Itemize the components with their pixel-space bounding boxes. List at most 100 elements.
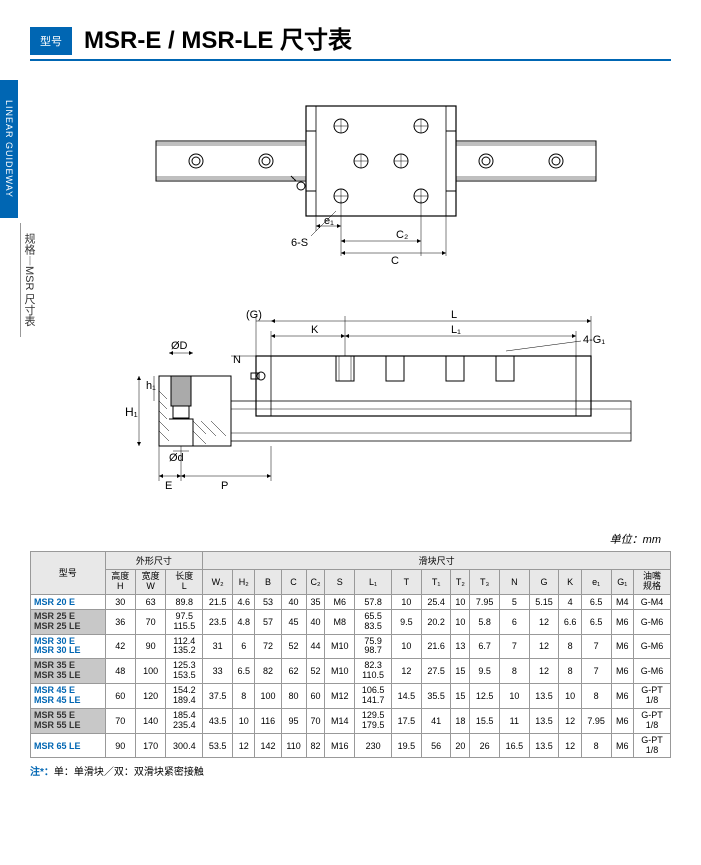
data-cell: 17.5 xyxy=(392,708,422,733)
model-cell: MSR 65 LE xyxy=(31,733,106,758)
data-cell: 11 xyxy=(499,708,529,733)
data-cell: 45 xyxy=(281,609,306,634)
data-cell: 6.5 xyxy=(581,594,611,609)
data-cell: 15 xyxy=(451,659,470,684)
data-cell: 26 xyxy=(470,733,500,758)
data-cell: 8 xyxy=(499,659,529,684)
col-header: H₂ xyxy=(232,570,254,595)
model-cell: MSR 30 EMSR 30 LE xyxy=(31,634,106,659)
data-cell: 12 xyxy=(529,634,559,659)
data-cell: M6 xyxy=(325,594,355,609)
data-cell: 10 xyxy=(392,594,422,609)
diagrams: e₁ C₂ C 6-S xyxy=(80,81,671,506)
data-cell: 37.5 xyxy=(203,684,233,709)
data-cell: G-M6 xyxy=(633,634,670,659)
svg-text:L₁: L₁ xyxy=(451,324,461,336)
data-cell: 6.7 xyxy=(470,634,500,659)
data-cell: 6.5 xyxy=(232,659,254,684)
col-header: C₂ xyxy=(306,570,325,595)
data-cell: M6 xyxy=(611,733,633,758)
table-row: MSR 20 E306389.821.54.6534035M657.81025.… xyxy=(31,594,671,609)
data-cell: 129.5179.5 xyxy=(355,708,392,733)
col-header: 油嘴规格 xyxy=(633,570,670,595)
model-cell: MSR 35 EMSR 35 LE xyxy=(31,659,106,684)
data-cell: 15 xyxy=(451,684,470,709)
data-cell: 57.8 xyxy=(355,594,392,609)
data-cell: 8 xyxy=(559,659,581,684)
data-cell: 25.4 xyxy=(421,594,451,609)
unit-label: 单位：mm xyxy=(30,531,661,547)
data-cell: M10 xyxy=(325,659,355,684)
data-cell: 95 xyxy=(281,708,306,733)
col-header: e₁ xyxy=(581,570,611,595)
data-cell: 42 xyxy=(105,634,135,659)
data-cell: 27.5 xyxy=(421,659,451,684)
svg-text:L: L xyxy=(451,309,457,321)
data-cell: M12 xyxy=(325,684,355,709)
data-cell: 4 xyxy=(559,594,581,609)
data-cell: 19.5 xyxy=(392,733,422,758)
data-cell: 23.5 xyxy=(203,609,233,634)
data-cell: 44 xyxy=(306,634,325,659)
data-cell: M10 xyxy=(325,634,355,659)
dimensions-table: 型号 外形尺寸 滑块尺寸 高度H宽度W长度LW₂H₂BCC₂SL₁TT₁T₂T₃… xyxy=(30,551,671,758)
data-cell: 70 xyxy=(306,708,325,733)
model-cell: MSR 20 E xyxy=(31,594,106,609)
data-cell: G-M6 xyxy=(633,659,670,684)
data-cell: M8 xyxy=(325,609,355,634)
svg-text:C₂: C₂ xyxy=(396,229,408,241)
data-cell: 8 xyxy=(581,684,611,709)
data-cell: 13 xyxy=(451,634,470,659)
data-cell: 7 xyxy=(499,634,529,659)
data-cell: 70 xyxy=(135,609,165,634)
data-cell: 8 xyxy=(581,733,611,758)
data-cell: 5.15 xyxy=(529,594,559,609)
data-cell: 15.5 xyxy=(470,708,500,733)
data-cell: 4.8 xyxy=(232,609,254,634)
data-cell: G-PT1/8 xyxy=(633,684,670,709)
model-cell: MSR 55 EMSR 55 LE xyxy=(31,708,106,733)
svg-text:(G): (G) xyxy=(246,309,262,321)
col-header: C xyxy=(281,570,306,595)
data-cell: 8 xyxy=(559,634,581,659)
data-cell: 100 xyxy=(255,684,281,709)
svg-text:4-G₁: 4-G₁ xyxy=(583,334,605,346)
data-cell: 185.4235.4 xyxy=(166,708,203,733)
data-cell: 31 xyxy=(203,634,233,659)
data-cell: 30 xyxy=(105,594,135,609)
page-header: 型号 MSR-E / MSR-LE 尺寸表 xyxy=(30,20,671,61)
model-cell: MSR 25 EMSR 25 LE xyxy=(31,609,106,634)
page-title: MSR-E / MSR-LE 尺寸表 xyxy=(84,20,352,55)
data-cell: M6 xyxy=(611,634,633,659)
data-cell: 56 xyxy=(421,733,451,758)
data-cell: 75.998.7 xyxy=(355,634,392,659)
data-cell: M6 xyxy=(611,609,633,634)
col-header: B xyxy=(255,570,281,595)
data-cell: 82.3110.5 xyxy=(355,659,392,684)
data-cell: 82 xyxy=(306,733,325,758)
svg-text:ØD: ØD xyxy=(171,340,188,352)
th-outer: 外形尺寸 xyxy=(105,552,203,570)
svg-text:K: K xyxy=(311,324,319,336)
data-cell: 110 xyxy=(281,733,306,758)
data-cell: G-PT1/8 xyxy=(633,708,670,733)
table-row: MSR 55 EMSR 55 LE70140185.4235.443.51011… xyxy=(31,708,671,733)
col-header: G₁ xyxy=(611,570,633,595)
col-header: T xyxy=(392,570,422,595)
data-cell: 13.5 xyxy=(529,733,559,758)
data-cell: 12 xyxy=(529,659,559,684)
data-cell: 48 xyxy=(105,659,135,684)
data-cell: 40 xyxy=(281,594,306,609)
sidebar-gray: 规格︱MSR 尺寸表 xyxy=(20,223,37,337)
data-cell: 10 xyxy=(499,684,529,709)
table-row: MSR 25 EMSR 25 LE367097.5115.523.54.8574… xyxy=(31,609,671,634)
data-cell: M6 xyxy=(611,659,633,684)
data-cell: 10 xyxy=(559,684,581,709)
data-cell: 33 xyxy=(203,659,233,684)
data-cell: 12 xyxy=(232,733,254,758)
data-cell: G-M6 xyxy=(633,609,670,634)
col-header: N xyxy=(499,570,529,595)
data-cell: 35.5 xyxy=(421,684,451,709)
svg-text:Ød: Ød xyxy=(169,452,184,464)
data-cell: 52 xyxy=(306,659,325,684)
